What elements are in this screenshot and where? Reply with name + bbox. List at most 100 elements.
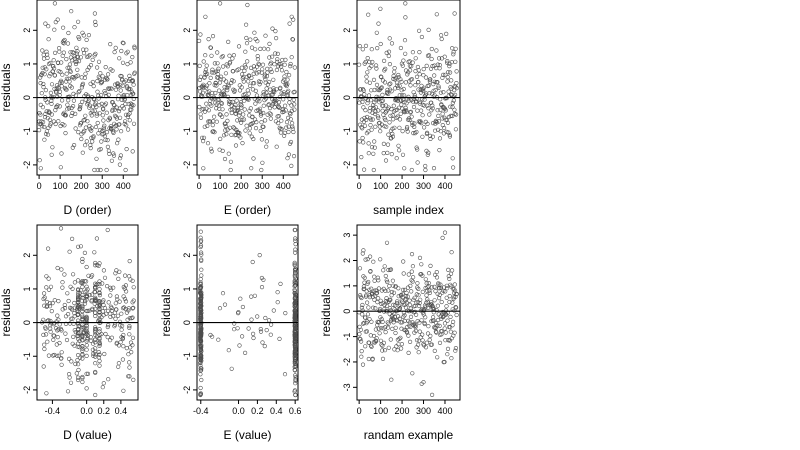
data-point: [93, 51, 98, 57]
data-point: [62, 272, 67, 277]
data-point: [398, 77, 403, 82]
data-point: [409, 289, 414, 294]
data-point: [213, 81, 218, 86]
data-point: [380, 98, 385, 103]
data-point: [396, 143, 401, 148]
data-point: [119, 48, 124, 54]
data-point: [257, 253, 262, 258]
data-point: [359, 349, 364, 354]
y-tick-label: 2: [342, 258, 352, 263]
data-point: [71, 143, 77, 148]
data-point: [414, 96, 419, 101]
data-point: [357, 139, 362, 144]
data-point: [377, 100, 382, 105]
data-point: [93, 340, 98, 345]
data-point: [84, 293, 90, 299]
data-point: [91, 134, 96, 139]
data-point: [63, 113, 68, 118]
data-point: [233, 102, 238, 108]
data-point: [84, 308, 89, 314]
data-point: [442, 326, 447, 331]
data-point: [275, 290, 280, 295]
data-point: [358, 337, 363, 342]
data-point: [421, 85, 427, 90]
y-tick-label: 2: [342, 28, 352, 33]
data-point: [293, 362, 298, 367]
data-point: [97, 363, 102, 368]
data-point: [45, 339, 50, 344]
data-point: [385, 142, 391, 147]
data-point: [249, 121, 254, 127]
data-point: [215, 50, 220, 55]
data-point: [219, 100, 224, 105]
data-point: [120, 83, 125, 88]
data-point: [217, 88, 222, 93]
data-point: [264, 90, 269, 95]
data-point: [362, 92, 367, 97]
y-tick-label: -1: [182, 352, 192, 360]
data-point: [57, 104, 62, 109]
data-point: [81, 33, 86, 38]
data-point: [49, 309, 54, 314]
data-point: [123, 299, 129, 304]
data-point: [426, 27, 431, 33]
data-point: [293, 333, 298, 338]
data-point: [63, 314, 69, 319]
data-point: [423, 305, 428, 310]
data-point: [397, 125, 402, 130]
data-point: [199, 257, 204, 262]
data-point: [130, 54, 135, 60]
data-point: [427, 288, 432, 293]
data-point: [113, 45, 118, 51]
data-point: [402, 313, 407, 318]
data-point: [292, 102, 297, 107]
data-point: [377, 331, 382, 336]
data-point: [401, 86, 406, 92]
data-point: [97, 76, 102, 81]
data-point: [359, 94, 364, 99]
data-point: [127, 360, 132, 365]
data-point: [93, 361, 98, 366]
x-axis-label: D (order): [63, 203, 111, 217]
data-point: [293, 315, 298, 320]
data-point: [231, 125, 236, 130]
data-point: [293, 373, 298, 378]
data-point: [267, 55, 272, 60]
data-point: [97, 304, 102, 309]
data-point: [395, 348, 400, 353]
data-point: [198, 321, 203, 326]
data-point: [232, 105, 237, 110]
data-point: [131, 285, 136, 290]
data-point: [386, 53, 391, 59]
data-point: [109, 305, 114, 311]
data-point: [71, 334, 76, 340]
data-point: [384, 124, 389, 129]
data-point: [388, 337, 393, 342]
data-point: [85, 337, 90, 342]
data-point: [228, 159, 233, 164]
data-point: [375, 45, 380, 51]
data-point: [436, 119, 442, 124]
data-point: [404, 126, 410, 131]
data-point: [42, 137, 47, 142]
x-tick-label: 0: [357, 406, 362, 416]
data-point: [219, 101, 224, 106]
data-point: [258, 329, 264, 334]
data-point: [428, 136, 433, 141]
plot-frame: [356, 0, 461, 176]
data-point: [259, 111, 264, 116]
data-point: [91, 353, 96, 358]
data-point: [89, 299, 94, 304]
data-point: [450, 104, 455, 110]
data-point: [75, 73, 80, 78]
data-point: [376, 21, 381, 26]
data-point: [444, 96, 449, 101]
data-point: [362, 275, 367, 280]
data-point: [55, 335, 60, 340]
data-point: [97, 111, 102, 116]
data-point: [396, 342, 401, 347]
data-point: [93, 100, 98, 105]
data-point: [392, 125, 397, 130]
data-point: [226, 82, 231, 87]
